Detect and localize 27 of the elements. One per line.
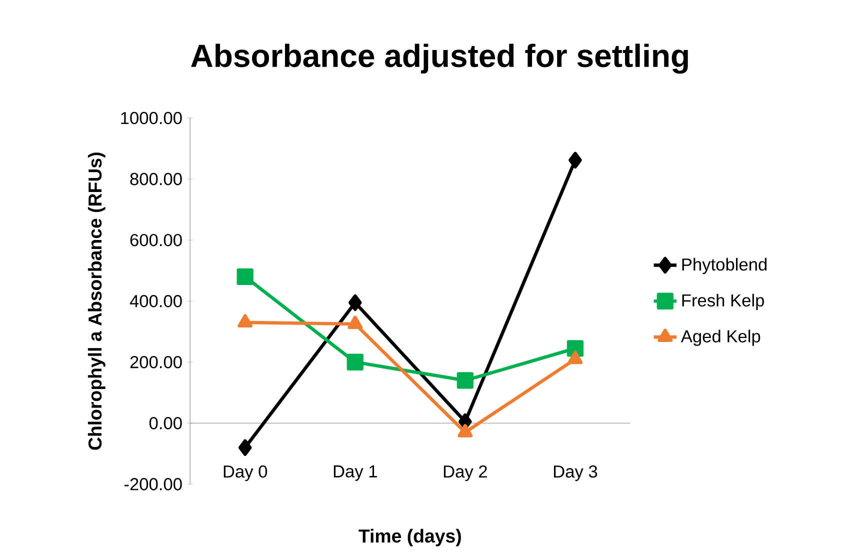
y-tick-label: 400.00 xyxy=(130,295,182,308)
x-axis-title: Time (days) xyxy=(358,528,461,546)
point xyxy=(236,268,254,286)
point xyxy=(568,152,582,169)
point xyxy=(348,316,363,330)
x-tick-label: Day 2 xyxy=(444,465,487,482)
y-tick-label: -200.00 xyxy=(124,478,182,490)
y-tick-label: 200.00 xyxy=(130,356,182,368)
legend-label: Aged Kelp xyxy=(680,330,760,346)
point xyxy=(346,354,364,371)
point xyxy=(456,372,474,389)
x-tick-label: Day 0 xyxy=(224,465,268,482)
y-axis-title: Chlorophyll a Absorbance (RFUs) xyxy=(88,152,106,450)
y-tick-label: 600.00 xyxy=(130,234,182,246)
y-tick-label: 1000.00 xyxy=(121,112,182,124)
point xyxy=(348,294,362,312)
point xyxy=(238,439,252,456)
x-tick-label: Day 1 xyxy=(334,465,377,481)
legend-label: Fresh Kelp xyxy=(682,294,764,310)
chart-title: Absorbance adjusted for settling xyxy=(191,44,688,74)
x-tick-label: Day 3 xyxy=(554,465,598,482)
point xyxy=(568,350,583,364)
point xyxy=(458,424,473,438)
y-tick-label: 0.00 xyxy=(149,417,182,430)
y-tick-label: 800.00 xyxy=(130,172,182,186)
legend-label: Phytoblend xyxy=(682,258,767,274)
point xyxy=(238,314,253,328)
